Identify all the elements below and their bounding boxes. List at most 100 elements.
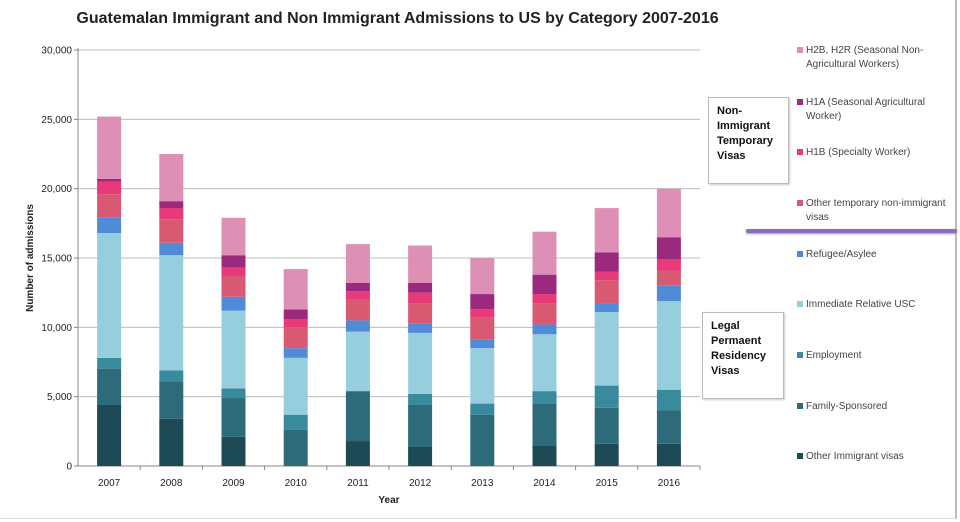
bar-segment-2010 (283, 327, 308, 349)
bar-segment-2015 (594, 303, 619, 313)
y-axis-label: Number of admissions (25, 204, 36, 312)
legend-swatch (797, 352, 803, 358)
bar-segment-2014 (532, 324, 557, 335)
legend-label: H1A (Seasonal Agricultural Worker) (806, 97, 925, 122)
bar-segment-2012 (408, 292, 433, 304)
bar-segment-2015 (594, 208, 619, 253)
bar-segment-2016 (656, 259, 681, 271)
bar-segment-2015 (594, 443, 619, 466)
bar-segment-2007 (97, 178, 122, 182)
bar-segment-2007 (97, 217, 122, 234)
legend-item: H1B (Specialty Worker) (797, 146, 946, 160)
bar-segment-2010 (283, 414, 308, 430)
x-tick-label: 2016 (658, 478, 681, 489)
legend-item: H2B, H2R (Seasonal Non-Agricultural Work… (797, 44, 946, 72)
bar-segment-2007 (97, 404, 122, 466)
y-tick-label: 10,000 (41, 323, 72, 334)
bar-segment-2009 (221, 436, 246, 466)
bar-segment-2011 (345, 282, 370, 292)
chart-title: Guatemalan Immigrant and Non Immigrant A… (76, 10, 719, 27)
bar-segment-2013 (470, 403, 495, 415)
bar-segment-2009 (221, 276, 246, 297)
bar-segment-2011 (345, 291, 370, 300)
bar-segment-2008 (159, 154, 184, 202)
legend-swatch (797, 453, 803, 459)
bar-segment-2012 (408, 303, 433, 324)
legend-item: Immediate Relative USC (797, 298, 946, 312)
y-tick-label: 20,000 (41, 184, 72, 195)
x-tick-label: 2010 (285, 478, 308, 489)
x-tick-label: 2011 (347, 478, 369, 489)
legend-item: Employment (797, 349, 946, 363)
bar-segment-2008 (159, 201, 184, 209)
bar-segment-2015 (594, 280, 619, 304)
x-tick-label: 2014 (533, 478, 556, 489)
bar-segment-2014 (532, 274, 557, 295)
bar-segment-2016 (656, 300, 681, 390)
bar-segment-2012 (408, 323, 433, 333)
x-tick-label: 2008 (160, 478, 183, 489)
bar-segment-2009 (221, 255, 246, 268)
y-tick-label: 30,000 (41, 46, 72, 57)
bar-segment-2011 (345, 244, 370, 283)
bar-segment-2012 (408, 393, 433, 405)
bar-segment-2014 (532, 334, 557, 392)
bar-segment-2016 (656, 270, 681, 286)
y-tick-label: 25,000 (41, 115, 72, 126)
legend-item: Family-Sponsored (797, 400, 946, 414)
group-divider-line (746, 229, 957, 233)
legend-swatch (797, 251, 803, 257)
bar-segment-2009 (221, 217, 246, 256)
bar-segment-2007 (97, 357, 122, 369)
bar-segment-2010 (283, 309, 308, 320)
bar-segment-2013 (470, 414, 495, 466)
bar-segment-2009 (221, 310, 246, 389)
bar-segment-2013 (470, 294, 495, 310)
y-tick-label: 5,000 (47, 392, 72, 403)
legend-label: Other Immigrant visas (806, 451, 904, 462)
legend-label: Other temporary non-immigrant visas (806, 198, 946, 223)
bar-segment-2010 (283, 348, 308, 358)
bar-segment-2016 (656, 389, 681, 411)
bar-segment-2015 (594, 312, 619, 386)
bar-segment-2008 (159, 219, 184, 243)
bar-segment-2011 (345, 441, 370, 466)
bar-segment-2014 (532, 445, 557, 466)
bar-segment-2015 (594, 252, 619, 272)
bar-segment-2008 (159, 255, 184, 371)
legend-label: H2B, H2R (Seasonal Non-Agricultural Work… (806, 45, 924, 70)
bar-segment-2014 (532, 391, 557, 404)
bar-segment-2014 (532, 303, 557, 325)
bar-segment-2011 (345, 391, 370, 442)
legend-swatch (797, 99, 803, 105)
bar-segment-2015 (594, 271, 619, 281)
bar-segment-2009 (221, 398, 246, 437)
bar-segment-2015 (594, 407, 619, 444)
legend-label: Employment (806, 350, 862, 361)
bar-segment-2013 (470, 339, 495, 349)
legend-swatch (797, 149, 803, 155)
bar-segment-2009 (221, 388, 246, 399)
legend-label: Family-Sponsored (806, 401, 888, 412)
bar-segment-2007 (97, 194, 122, 218)
legend-label: H1B (Specialty Worker) (806, 147, 911, 158)
bar-segment-2013 (470, 258, 495, 295)
bar-segment-2016 (656, 285, 681, 301)
legal-residency-group-label: Legal Permaent Residency Visas (702, 312, 784, 399)
bar-segment-2010 (283, 429, 308, 466)
bar-segment-2010 (283, 319, 308, 328)
bar-segment-2007 (97, 181, 122, 195)
bar-segment-2007 (97, 116, 122, 179)
bar-segment-2014 (532, 231, 557, 275)
legend-item: H1A (Seasonal Agricultural Worker) (797, 96, 946, 124)
bar-segment-2012 (408, 446, 433, 466)
bar-segment-2014 (532, 294, 557, 304)
bar-segment-2010 (283, 357, 308, 415)
bar-segment-2009 (221, 267, 246, 277)
bar-segment-2015 (594, 385, 619, 408)
bar-segment-2011 (345, 331, 370, 392)
non-immigrant-group-label: Non-Immigrant Temporary Visas (708, 97, 789, 184)
legend-label: Immediate Relative USC (806, 299, 916, 310)
x-tick-label: 2013 (471, 478, 494, 489)
